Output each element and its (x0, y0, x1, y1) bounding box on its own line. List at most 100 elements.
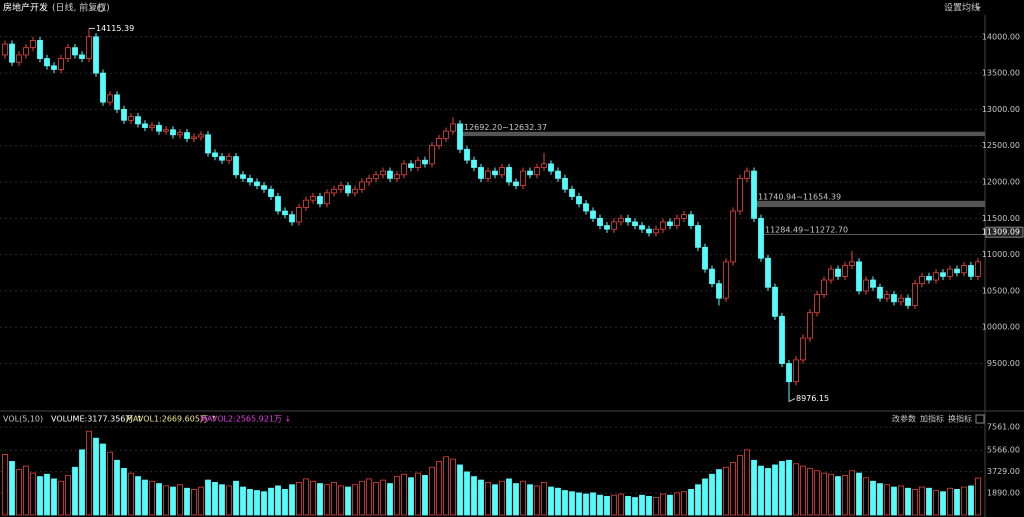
y-tick-label: 12500.00 (982, 141, 1020, 150)
volume-bar (611, 494, 617, 516)
volume-bar (576, 492, 582, 516)
volume-bar (814, 470, 820, 516)
candle-body (548, 163, 554, 172)
candle-body (737, 177, 743, 212)
candle-body (212, 152, 218, 157)
gap-zone-label: 11740.94~11654.39 (758, 192, 841, 201)
candle-body (730, 210, 736, 263)
volume-bar (779, 461, 785, 516)
volume-bar (520, 480, 526, 516)
volume-bar (408, 477, 414, 516)
candle-body (940, 272, 946, 277)
volume-bar (86, 430, 92, 516)
indicator-button[interactable]: 改参数 (892, 414, 916, 424)
candle-body (380, 170, 386, 176)
volume-bar (464, 471, 470, 516)
settings-icon[interactable] (97, 4, 105, 12)
volume-bar (667, 494, 673, 516)
candle-body (877, 286, 883, 299)
candle-body (786, 363, 792, 383)
volume-bar (695, 484, 701, 516)
ma-button[interactable]: 设置均线 (944, 2, 980, 14)
volume-bar (933, 490, 939, 516)
volume-bar (961, 486, 967, 516)
candle-body (576, 196, 582, 205)
candle-body (387, 170, 393, 179)
candle-body (961, 265, 967, 274)
volume-bar (233, 480, 239, 516)
candle-body (275, 196, 281, 212)
candle-body (856, 261, 862, 292)
volume-bar (632, 497, 638, 516)
volume-bar (177, 484, 183, 516)
volume-bar (212, 482, 218, 516)
volume-bar (184, 487, 190, 516)
volume-bar (310, 480, 316, 516)
candle-body (821, 279, 827, 295)
candle-body (296, 207, 302, 223)
volume-bar (65, 475, 71, 516)
volume-bar (436, 461, 442, 516)
volume-bar (737, 455, 743, 516)
volume-bar (268, 487, 274, 516)
price-marker-box (985, 226, 1024, 238)
candle-body (345, 185, 351, 194)
candle-body (338, 185, 344, 190)
volume-bar (562, 490, 568, 516)
chart-title: 房地产开发 (3, 2, 48, 14)
y-tick-label: 12000.00 (982, 178, 1020, 187)
volume-bar (730, 462, 736, 516)
candle-body (891, 294, 897, 303)
candle-body (289, 214, 295, 223)
candle-body (632, 221, 638, 226)
indicator-button[interactable]: 换指标 (948, 414, 972, 424)
candle-body (625, 217, 631, 223)
candle-body (681, 214, 687, 219)
volume-bar (793, 463, 799, 516)
candle-body (79, 54, 85, 59)
volume-bar (653, 497, 659, 516)
close-button[interactable] (975, 414, 985, 424)
dropdown-arrow[interactable] (975, 7, 981, 10)
candle-body (779, 315, 785, 364)
candle-body (9, 43, 15, 63)
candle-body (492, 170, 498, 176)
volume-bar (429, 466, 435, 516)
volume-bar (877, 483, 883, 516)
candle-body (618, 217, 624, 223)
candle-body (282, 210, 288, 216)
volume-bar (604, 495, 610, 516)
volume-bar (821, 472, 827, 516)
volume-bar (443, 456, 449, 516)
volume-bar (93, 437, 99, 516)
vol-name: VOL(5,10) (3, 415, 43, 424)
volume-bar (79, 449, 85, 516)
candle-body (569, 188, 575, 197)
candle-body (716, 283, 722, 299)
candle-body (359, 181, 365, 190)
candle-body (170, 129, 176, 136)
candle-body (205, 134, 211, 154)
candle-body (590, 210, 596, 219)
volume-bar (639, 494, 645, 516)
candle-body (800, 337, 806, 361)
candle-body (107, 94, 113, 103)
volume-bar (758, 465, 764, 516)
volume-bar (380, 479, 386, 516)
volume-bar (359, 480, 365, 516)
volume-bar (835, 476, 841, 516)
candle-body (583, 203, 589, 212)
volume-bar (324, 484, 330, 516)
volume-bar (968, 485, 974, 516)
candle-body (499, 167, 505, 176)
volume-bar (254, 490, 260, 516)
candle-body (100, 72, 106, 103)
gap-zone-label: 12692.20~12632.37 (464, 123, 547, 132)
y-tick-label: 9500.00 (987, 359, 1020, 368)
volume-bar (275, 485, 281, 516)
indicator-button[interactable]: 加指标 (920, 414, 944, 424)
volume-bar (128, 472, 134, 516)
candle-body (793, 359, 799, 383)
candle-body (198, 134, 204, 138)
